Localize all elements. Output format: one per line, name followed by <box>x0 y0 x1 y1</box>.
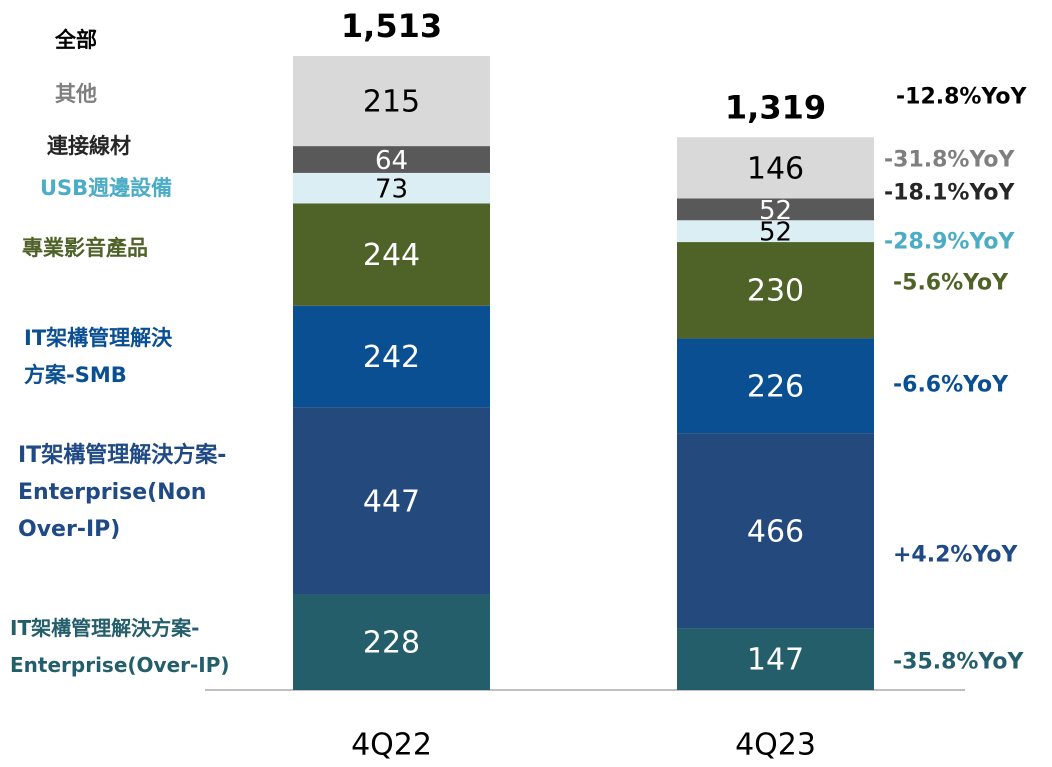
yoy-annotation: -28.9%YoY <box>884 229 1015 255</box>
yoy-annotation: -31.8%YoY <box>884 147 1015 173</box>
segment-label: 147 <box>747 643 804 678</box>
bar-segment <box>677 198 874 221</box>
bar-segment <box>293 172 490 204</box>
bar-segment <box>677 220 874 243</box>
segment-label: 73 <box>375 175 408 205</box>
yoy-annotation: -6.6%YoY <box>893 372 1009 398</box>
bar-segment <box>677 433 874 629</box>
segment-label: 228 <box>363 626 420 661</box>
bar-segment <box>293 407 490 595</box>
segment-label: 52 <box>759 196 792 226</box>
segment-label: 230 <box>747 274 804 309</box>
legend-label: IT架構管理解決方案-Enterprise(Over-IP) <box>10 616 230 677</box>
bar-segment <box>677 137 874 199</box>
yoy-annotation: -5.6%YoY <box>893 270 1009 296</box>
segment-label: 146 <box>747 151 804 186</box>
segment-label: 244 <box>363 238 420 273</box>
bar-segment <box>677 338 874 434</box>
segment-label: 52 <box>759 218 792 248</box>
bar-segment <box>293 203 490 306</box>
bar-segment <box>293 146 490 173</box>
legend-label: USB週邊設備 <box>40 176 173 200</box>
legend-label: 專業影音產品 <box>22 236 148 260</box>
bar-segment <box>293 56 490 147</box>
segment-label: 64 <box>375 146 408 176</box>
segment-label: 226 <box>747 369 804 404</box>
legend-label: 連接線材 <box>47 134 131 158</box>
segment-label: 242 <box>363 340 420 375</box>
category-label: 4Q23 <box>735 728 816 763</box>
bar-segment <box>677 242 874 339</box>
legend-label: 其他 <box>55 82 97 106</box>
yoy-annotation: +4.2%YoY <box>893 542 1018 568</box>
legend-label: IT架構管理解決方案-SMB <box>24 326 173 387</box>
total-label: 1,513 <box>341 7 442 45</box>
category-label: 4Q22 <box>351 728 432 763</box>
bar-segment <box>677 628 874 690</box>
segment-label: 215 <box>363 85 420 120</box>
bar-segment <box>293 305 490 408</box>
bar-segment <box>293 594 490 690</box>
yoy-annotation: -18.1%YoY <box>884 180 1015 206</box>
segment-label: 466 <box>747 514 804 549</box>
segment-label: 447 <box>363 484 420 519</box>
total-label: 1,319 <box>725 88 826 126</box>
yoy-annotation: -35.8%YoY <box>893 649 1024 675</box>
yoy-annotation: -12.8%YoY <box>896 84 1027 110</box>
legend-label: IT架構管理解決方案-Enterprise(Non Over-IP) <box>18 443 227 542</box>
legend-label: 全部 <box>55 28 97 52</box>
